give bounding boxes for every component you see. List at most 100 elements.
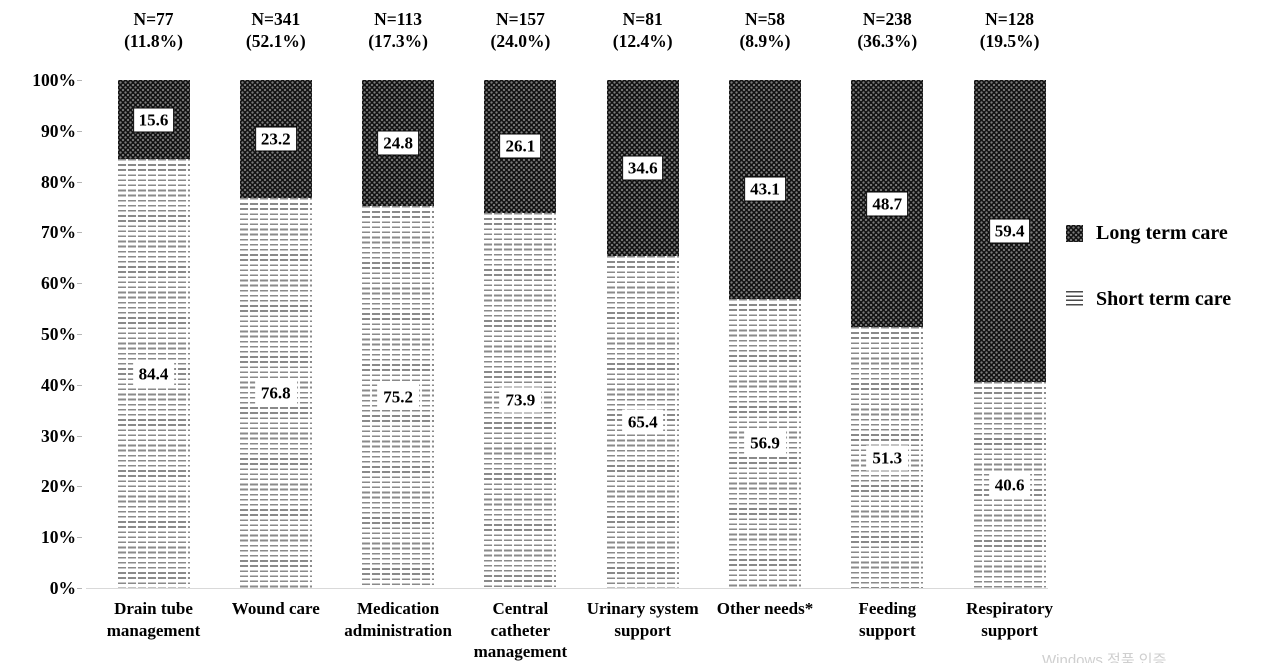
y-tick-mark — [77, 334, 82, 335]
y-tick-mark — [77, 232, 82, 234]
category-label-line: Urinary system — [586, 599, 699, 618]
n-count: N=113 — [374, 9, 423, 29]
y-tick-mark — [77, 486, 82, 488]
n-count: N=128 — [985, 9, 1035, 29]
long-term-value-label: 34.6 — [621, 155, 664, 181]
long-term-value-label: 48.7 — [866, 191, 909, 217]
category-label-line: administration — [344, 620, 452, 640]
short-term-value-label: 73.9 — [499, 387, 542, 413]
long-term-value-label: 43.1 — [744, 176, 786, 202]
y-tick-label: 90% — [41, 120, 76, 141]
n-label: N=81 (12.4%) — [578, 8, 708, 52]
y-tick-mark — [77, 283, 82, 285]
short-term-segment — [851, 327, 924, 588]
category-label-line: Central — [492, 599, 549, 618]
short-term-value-label: 56.9 — [744, 430, 786, 456]
y-tick-mark — [77, 588, 82, 589]
long-term-value-label: 15.6 — [132, 107, 175, 133]
category-label: Central catheter management — [440, 598, 600, 663]
category-label-line: support — [614, 620, 672, 640]
n-label: N=238 (36.3%) — [822, 8, 952, 52]
n-percent: (24.0%) — [490, 31, 551, 51]
category-label-line: catheter — [490, 620, 551, 640]
short-term-value-label: 51.3 — [866, 445, 909, 471]
n-count: N=157 — [495, 9, 545, 29]
y-tick-label: 20% — [41, 476, 76, 497]
windows-activation-watermark: Windows 정품 인증 — [1042, 652, 1167, 663]
n-count: N=81 — [622, 9, 663, 29]
n-percent: (36.3%) — [857, 31, 918, 51]
n-label: N=128 (19.5%) — [945, 8, 1075, 52]
category-label-line: Drain tube — [114, 599, 193, 618]
legend-label-short-term-care: Short term care — [1096, 288, 1232, 310]
category-label-line: support — [981, 620, 1038, 640]
short-term-value-label: 40.6 — [988, 472, 1031, 498]
long-term-care-swatch-icon — [1066, 224, 1083, 242]
legend-item-long-term-care: Long term care — [1066, 220, 1231, 246]
category-label-line: Respiratory — [966, 599, 1054, 618]
n-label: N=77 (11.8%) — [89, 8, 219, 52]
y-tick-label: 50% — [41, 324, 76, 344]
long-term-segment — [851, 80, 924, 328]
y-tick-mark — [77, 181, 82, 183]
legend: Long term care Short term care — [1066, 220, 1231, 312]
n-label: N=58 (8.9%) — [700, 8, 830, 52]
n-percent: (17.3%) — [368, 31, 428, 51]
short-term-value-label: 76.8 — [254, 380, 297, 406]
category-label: Urinary system support — [563, 598, 723, 641]
n-label: N=341 (52.1%) — [211, 8, 341, 52]
bar-column — [851, 80, 924, 588]
n-percent: (8.9%) — [739, 31, 791, 51]
category-label-line: support — [858, 620, 916, 640]
long-term-value-label: 59.4 — [988, 218, 1031, 244]
n-percent: (11.8%) — [124, 31, 183, 51]
long-term-value-label: 24.8 — [377, 130, 419, 156]
n-count: N=58 — [744, 9, 786, 29]
bar-column — [362, 80, 435, 588]
y-tick-label: 80% — [41, 171, 76, 192]
n-count: N=238 — [862, 9, 912, 29]
y-tick-label: 70% — [41, 222, 76, 243]
long-term-value-label: 26.1 — [499, 133, 542, 159]
bar-column — [973, 80, 1046, 588]
category-label: Medication administration — [318, 598, 478, 641]
y-tick-mark — [77, 435, 82, 437]
long-term-value-label: 23.2 — [254, 126, 297, 152]
x-axis-line — [86, 588, 1048, 589]
y-tick-label: 100% — [32, 70, 76, 90]
y-tick-mark — [77, 130, 82, 132]
y-tick-mark — [77, 384, 82, 386]
short-term-value-label: 75.2 — [377, 384, 419, 410]
y-tick-mark — [77, 80, 82, 81]
n-count: N=341 — [251, 9, 301, 29]
n-label: N=157 (24.0%) — [455, 8, 585, 52]
y-tick-label: 30% — [41, 425, 76, 446]
plot-area: 15.6 84.4 23.2 76.8 24.8 75.2 26.1 73.9 34.6 65.4… — [88, 80, 1048, 588]
category-label: Feeding support — [807, 598, 967, 641]
n-percent: (19.5%) — [979, 31, 1040, 51]
short-term-value-label: 65.4 — [621, 409, 664, 435]
y-tick-label: 0% — [49, 578, 76, 598]
n-percent: (12.4%) — [612, 31, 673, 51]
n-label: N=113 (17.3%) — [333, 8, 463, 52]
long-term-segment — [729, 80, 801, 299]
category-label: Respiratory support — [930, 598, 1090, 641]
bar-column — [239, 80, 312, 588]
y-tick-label: 10% — [41, 527, 76, 548]
y-tick-label: 40% — [41, 374, 76, 395]
bar-column — [117, 80, 190, 588]
long-term-segment — [239, 80, 312, 198]
short-term-value-label: 84.4 — [132, 361, 175, 387]
long-term-segment — [117, 80, 190, 160]
legend-item-short-term-care: Short term care — [1066, 286, 1231, 312]
category-label-line: Other needs* — [716, 599, 814, 618]
bar-column — [729, 80, 801, 588]
n-percent: (52.1%) — [245, 31, 306, 51]
category-label: Wound care — [196, 598, 356, 620]
legend-label-long-term-care: Long term care — [1096, 222, 1228, 244]
n-count: N=77 — [133, 9, 174, 29]
category-label: Other needs* — [685, 598, 845, 620]
y-tick-label: 60% — [41, 273, 76, 294]
category-label-line: Medication — [357, 599, 440, 618]
